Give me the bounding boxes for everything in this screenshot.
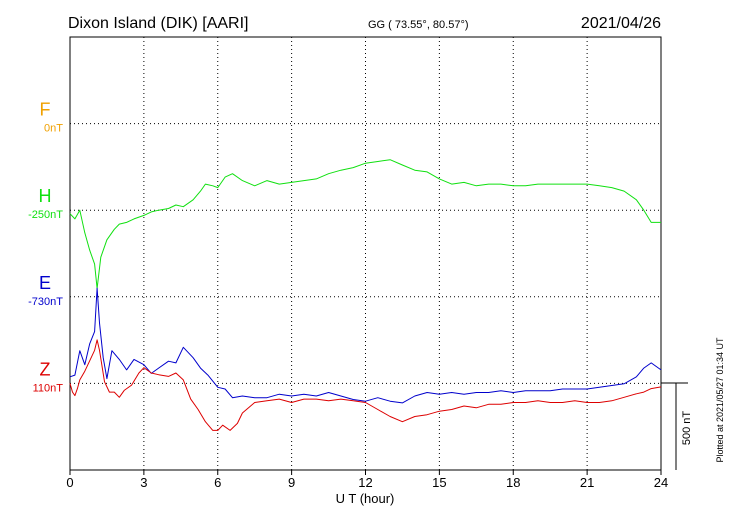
series-lines [69,159,662,431]
x-tick-label: 0 [66,475,73,490]
scale-bar: 500 nT [661,382,693,470]
x-tick-label: 15 [432,475,446,490]
series-line-z [69,339,662,431]
chart-coordinates: GG ( 73.55°, 80.57°) [368,19,469,31]
x-tick-label: 3 [140,475,147,490]
component-name-f: F [40,100,51,120]
component-labels: F 0nT H -250nT E -730nT Z 110nT [28,100,63,395]
component-baseline-z: 110nT [33,382,64,394]
x-axis-label: U T (hour) [336,491,395,506]
component-baseline-e: -730nT [28,296,63,308]
x-tick-label: 21 [580,475,594,490]
component-baseline-h: -250nT [28,209,63,221]
x-tick-label: 6 [214,475,221,490]
x-axis-ticks: 0 3 6 9 12 15 18 21 24 [66,470,668,490]
chart-title: Dixon Island (DIK) [AARI] [68,15,249,32]
component-name-z: Z [40,359,51,379]
plotted-timestamp: Plotted at 2021/05/27 01:34 UT [715,337,725,463]
x-tick-label: 24 [654,475,668,490]
scale-bar-label: 500 nT [681,411,693,446]
chart-date: 2021/04/26 [581,15,661,32]
component-baseline-f: 0nT [44,123,63,135]
component-name-e: E [39,273,51,293]
component-name-h: H [39,186,52,206]
series-line-h [69,159,661,289]
grid [70,37,661,470]
series-line-e [69,287,662,404]
x-tick-label: 18 [506,475,520,490]
x-tick-label: 9 [288,475,295,490]
x-tick-label: 12 [358,475,372,490]
